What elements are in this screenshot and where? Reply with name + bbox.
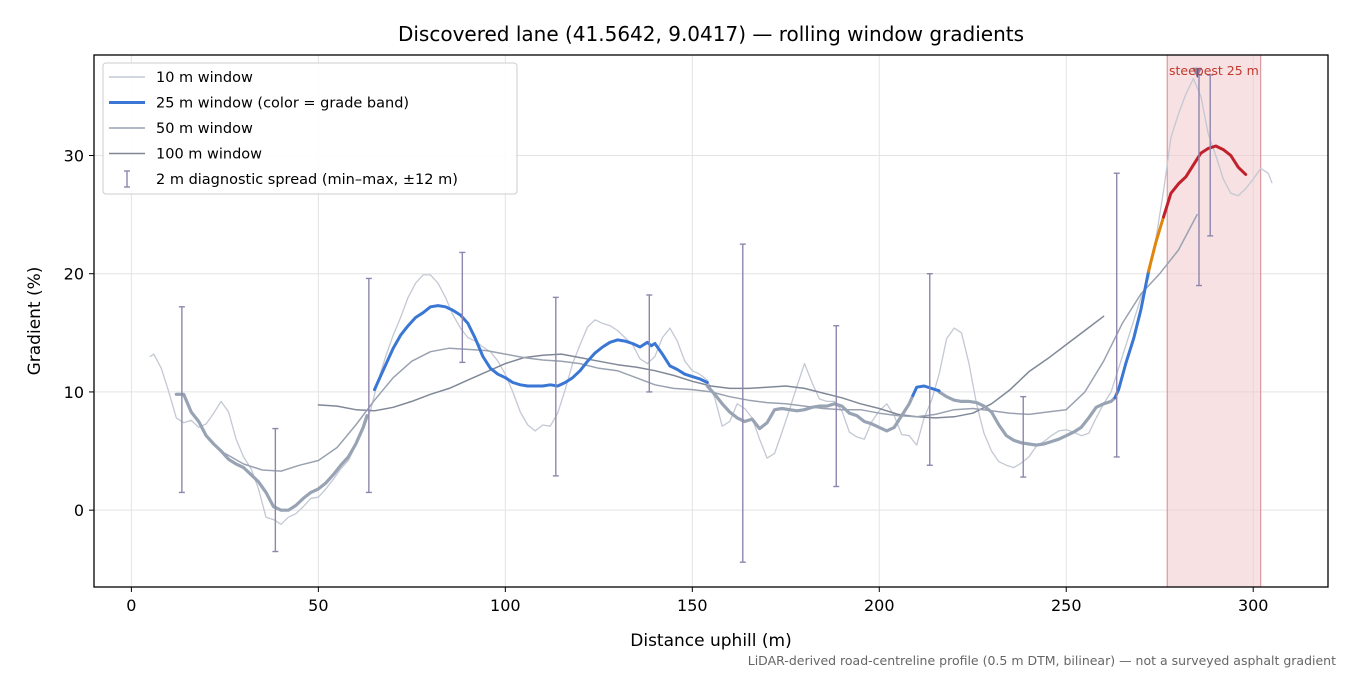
tick-layer: 0 50 100 150 200 250 300 0 10 20 30 (64, 146, 1269, 615)
legend-label: 2 m diagnostic spread (min–max, ±12 m) (156, 172, 458, 188)
x-tick-label: 200 (864, 596, 895, 615)
footnote: LiDAR-derived road-centreline profile (0… (748, 653, 1336, 668)
series-line-w25_gray (174, 392, 369, 512)
chart-title: Discovered lane (41.5642, 9.0417) — roll… (398, 22, 1024, 46)
errorbar (272, 427, 279, 553)
errorbar (552, 296, 559, 477)
steepest-segment-band (1166, 54, 1262, 588)
errorbar (646, 294, 653, 393)
series-line-w25_blue3 (1113, 269, 1150, 400)
x-tick-label: 50 (308, 596, 328, 615)
errorbar (365, 277, 372, 494)
peak-marker (1192, 67, 1203, 78)
legend-label: 10 m window (156, 70, 253, 86)
y-axis-label: Gradient (%) (25, 267, 45, 376)
legend-item-err: 2 m diagnostic spread (min–max, ±12 m) (124, 170, 458, 188)
plot-frame (93, 54, 1329, 588)
y-tick-label: 20 (64, 265, 84, 284)
legend-label: 25 m window (color = grade band) (156, 96, 409, 112)
legend-box (102, 62, 518, 195)
series-line-w25_gray3 (937, 390, 1117, 447)
legend-label: 50 m window (156, 121, 253, 137)
steepest-label: steepest 25 m (1169, 63, 1259, 78)
y-tick-label: 10 (64, 383, 84, 402)
legend-item-w10: 10 m window (109, 70, 253, 86)
x-tick-label: 150 (677, 596, 708, 615)
errorbar (459, 251, 466, 364)
errorbar (1020, 395, 1027, 478)
series-line-w50 (224, 213, 1198, 472)
errorbar (1113, 172, 1120, 458)
series-layer (149, 77, 1273, 525)
x-tick-label: 100 (490, 596, 521, 615)
errorbar (739, 243, 746, 563)
legend-label: 100 m window (156, 147, 262, 163)
legend-item-w25: 25 m window (color = grade band) (109, 96, 409, 112)
errorbar (1207, 74, 1214, 237)
highlight-band (1166, 54, 1262, 588)
legend: 10 m window 25 m window (color = grade ba… (102, 62, 518, 195)
x-tick-label: 0 (126, 596, 136, 615)
errorbar-layer (178, 74, 1214, 563)
series-line-w25_blue2 (911, 384, 941, 397)
series-line-w100 (317, 315, 1105, 419)
series-line-w25_orange (1147, 215, 1165, 273)
y-tick-label: 0 (74, 501, 84, 520)
errorbar (833, 325, 840, 488)
errorbar (926, 273, 933, 466)
errorbar (178, 306, 185, 494)
series-line-w25_red (1162, 144, 1248, 219)
x-axis-label: Distance uphill (m) (630, 631, 791, 651)
y-tick-label: 30 (64, 146, 84, 165)
x-tick-label: 250 (1051, 596, 1082, 615)
annotation-layer: steepest 25 m (1169, 63, 1259, 78)
legend-item-w100: 100 m window (109, 147, 262, 163)
legend-item-w50: 50 m window (109, 121, 253, 137)
x-tick-label: 300 (1238, 596, 1269, 615)
series-line-w25_blue (373, 304, 709, 392)
